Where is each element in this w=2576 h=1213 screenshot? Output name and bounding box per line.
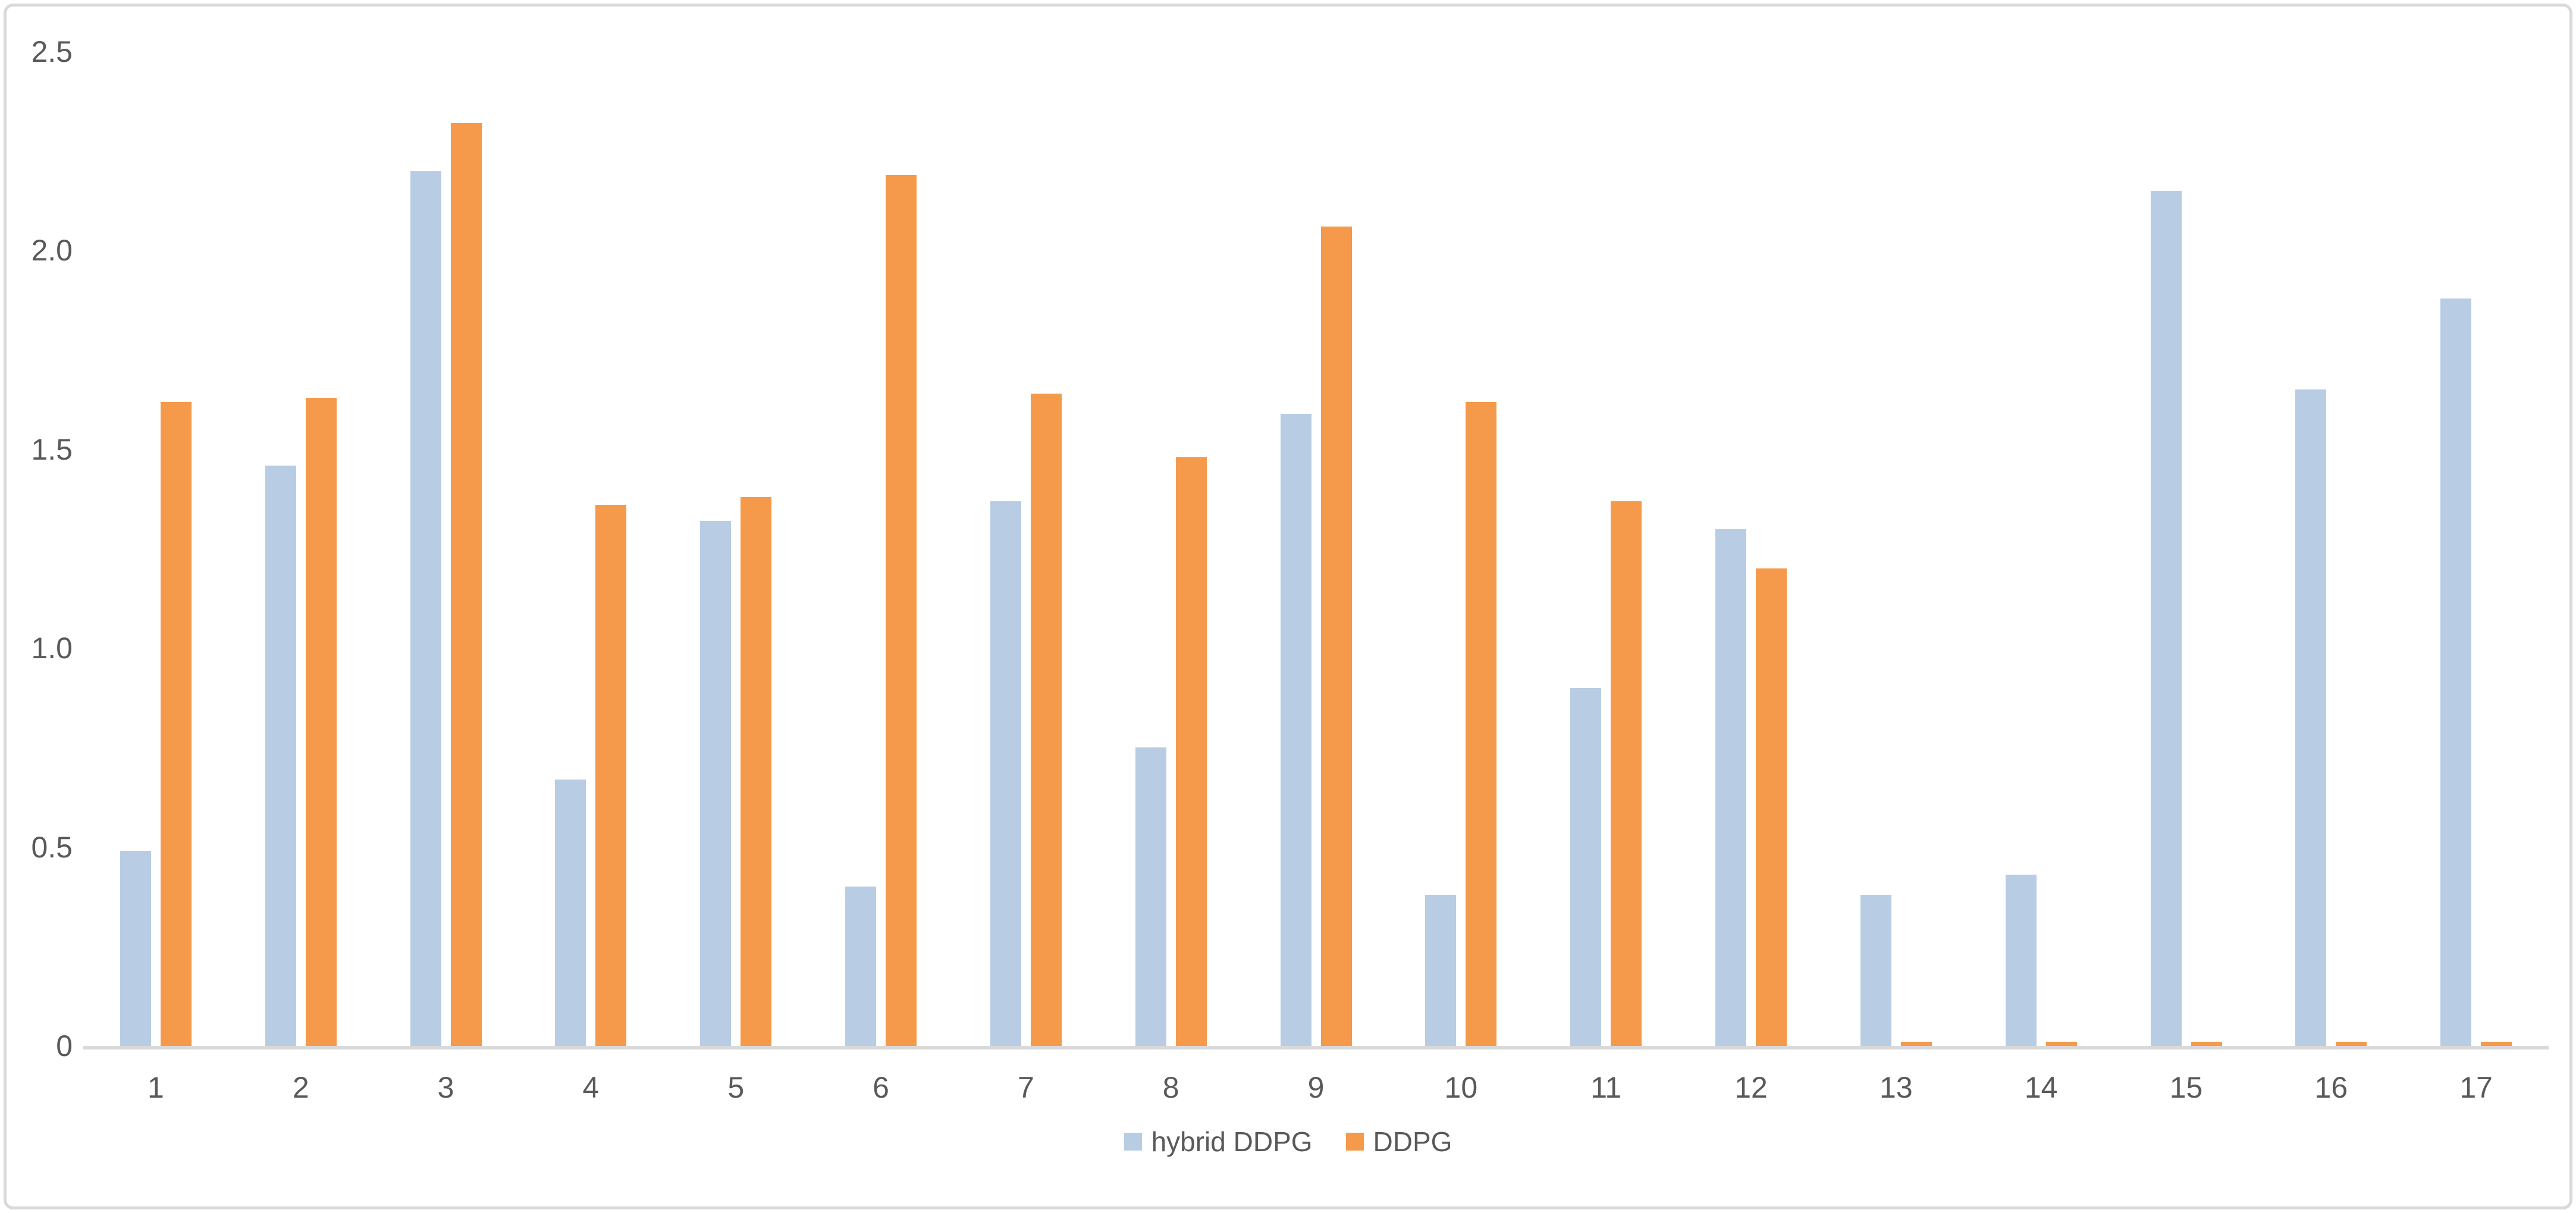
bar-hybrid-ddpg-cat7[interactable] xyxy=(990,501,1021,1046)
bar-hybrid-ddpg-cat17[interactable] xyxy=(2440,298,2472,1046)
bar-hybrid-ddpg-cat5[interactable] xyxy=(700,521,732,1046)
bar-hybrid-ddpg-cat4[interactable] xyxy=(555,779,586,1046)
x-labels-row: 1 2 3 4 5 6 7 8 9 10 11 12 13 14 15 16 17 xyxy=(83,1070,2549,1105)
bar-hybrid-ddpg-cat6[interactable] xyxy=(845,887,877,1046)
bar-hybrid-ddpg-cat9[interactable] xyxy=(1280,413,1311,1046)
x-tick-label-2: 2 xyxy=(292,1071,309,1104)
bar-ddpg-cat12[interactable] xyxy=(1756,568,1787,1046)
bars-row xyxy=(83,52,2549,1046)
category-slot-3 xyxy=(374,52,519,1046)
y-tick-label-0-5: 0.5 xyxy=(31,830,73,864)
bar-ddpg-cat1[interactable] xyxy=(160,401,192,1046)
legend: hybrid DDPG DDPG xyxy=(0,1126,2576,1158)
bar-ddpg-cat11[interactable] xyxy=(1611,501,1642,1046)
x-tick-label-6: 6 xyxy=(873,1071,889,1104)
category-slot-1 xyxy=(83,52,228,1046)
y-axis-labels: 0 0.5 1.0 1.5 2.0 2.5 xyxy=(0,37,73,1061)
category-slot-11 xyxy=(1533,52,1678,1046)
category-slot-14 xyxy=(1969,52,2114,1046)
bar-hybrid-ddpg-cat14[interactable] xyxy=(2005,875,2037,1046)
bar-ddpg-cat6[interactable] xyxy=(886,175,917,1046)
legend-entry-ddpg[interactable]: DDPG xyxy=(1345,1126,1452,1158)
category-slot-8 xyxy=(1099,52,1244,1046)
category-slot-15 xyxy=(2114,52,2259,1046)
bar-hybrid-ddpg-cat12[interactable] xyxy=(1715,529,1747,1046)
category-slot-10 xyxy=(1388,52,1533,1046)
category-slot-5 xyxy=(663,52,808,1046)
bar-ddpg-cat2[interactable] xyxy=(305,397,337,1046)
category-slot-9 xyxy=(1244,52,1389,1046)
category-slot-6 xyxy=(808,52,953,1046)
bar-hybrid-ddpg-cat1[interactable] xyxy=(120,851,151,1046)
category-slot-7 xyxy=(953,52,1099,1046)
x-tick-label-12: 12 xyxy=(1734,1071,1768,1104)
y-tick-label-2-5: 2.5 xyxy=(31,35,73,68)
legend-marker-ddpg-icon xyxy=(1345,1133,1364,1151)
bar-ddpg-cat3[interactable] xyxy=(450,123,482,1046)
x-tick-label-8: 8 xyxy=(1162,1071,1179,1104)
x-tick-label-10: 10 xyxy=(1444,1071,1478,1104)
legend-label-hybrid-ddpg: hybrid DDPG xyxy=(1151,1126,1313,1157)
x-tick-label-3: 3 xyxy=(437,1071,454,1104)
x-tick-label-9: 9 xyxy=(1307,1071,1325,1104)
category-slot-17 xyxy=(2404,52,2549,1046)
x-tick-label-16: 16 xyxy=(2314,1071,2348,1104)
legend-entry-hybrid-ddpg[interactable]: hybrid DDPG xyxy=(1124,1126,1313,1158)
x-tick-label-11: 11 xyxy=(1590,1071,1622,1104)
y-tick-label-1-0: 1.0 xyxy=(31,631,73,665)
category-slot-12 xyxy=(1678,52,1824,1046)
bar-ddpg-cat9[interactable] xyxy=(1320,227,1352,1046)
bar-ddpg-cat15[interactable] xyxy=(2191,1042,2222,1046)
y-tick-label-1-5: 1.5 xyxy=(31,432,73,466)
bar-ddpg-cat14[interactable] xyxy=(2045,1042,2077,1046)
plot-area xyxy=(83,52,2549,1049)
bar-ddpg-cat4[interactable] xyxy=(595,505,627,1046)
bar-hybrid-ddpg-cat10[interactable] xyxy=(1425,894,1457,1046)
category-slot-16 xyxy=(2258,52,2404,1046)
x-tick-label-13: 13 xyxy=(1880,1071,1913,1104)
bar-hybrid-ddpg-cat15[interactable] xyxy=(2150,191,2182,1046)
bar-hybrid-ddpg-cat3[interactable] xyxy=(410,171,441,1046)
y-tick-label-0: 0 xyxy=(56,1029,73,1063)
bar-ddpg-cat13[interactable] xyxy=(1900,1042,1932,1046)
x-tick-label-7: 7 xyxy=(1017,1071,1034,1104)
bar-hybrid-ddpg-cat2[interactable] xyxy=(265,465,296,1046)
x-tick-label-17: 17 xyxy=(2459,1071,2493,1104)
category-slot-4 xyxy=(518,52,663,1046)
bar-hybrid-ddpg-cat8[interactable] xyxy=(1135,747,1166,1046)
category-slot-2 xyxy=(228,52,374,1046)
x-tick-label-1: 1 xyxy=(148,1071,164,1104)
bar-hybrid-ddpg-cat13[interactable] xyxy=(1860,894,1891,1046)
x-tick-label-14: 14 xyxy=(2024,1071,2058,1104)
x-tick-label-15: 15 xyxy=(2169,1071,2203,1104)
y-tick-label-2-0: 2.0 xyxy=(31,234,73,268)
bar-ddpg-cat7[interactable] xyxy=(1030,394,1062,1046)
bar-hybrid-ddpg-cat16[interactable] xyxy=(2295,389,2327,1046)
bar-ddpg-cat16[interactable] xyxy=(2336,1042,2367,1046)
x-tick-label-4: 4 xyxy=(582,1071,600,1104)
bar-ddpg-cat5[interactable] xyxy=(741,497,772,1046)
bar-ddpg-cat10[interactable] xyxy=(1466,401,1497,1046)
bar-ddpg-cat17[interactable] xyxy=(2481,1042,2512,1046)
x-tick-label-5: 5 xyxy=(727,1071,745,1104)
legend-label-ddpg: DDPG xyxy=(1373,1126,1452,1157)
category-slot-13 xyxy=(1824,52,1969,1046)
bar-hybrid-ddpg-cat11[interactable] xyxy=(1570,688,1602,1046)
legend-marker-hybrid-ddpg-icon xyxy=(1124,1133,1142,1151)
bar-ddpg-cat8[interactable] xyxy=(1175,457,1207,1046)
